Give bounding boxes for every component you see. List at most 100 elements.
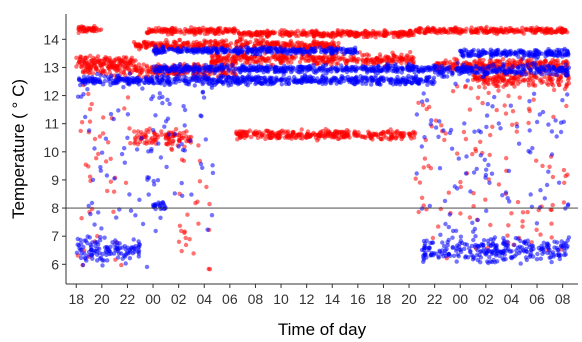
data-point — [494, 107, 499, 113]
data-point — [111, 189, 117, 194]
data-point — [108, 179, 114, 184]
data-point — [272, 30, 278, 35]
data-point — [207, 201, 212, 207]
data-point — [391, 34, 396, 40]
data-point — [488, 132, 493, 138]
data-point — [461, 54, 466, 59]
data-point — [122, 67, 127, 72]
data-point — [356, 130, 361, 135]
data-point — [105, 246, 111, 251]
data-point — [376, 64, 381, 69]
data-point — [88, 53, 93, 58]
data-point — [208, 39, 213, 44]
data-point — [247, 128, 252, 133]
data-point — [467, 107, 473, 112]
data-point — [128, 141, 133, 146]
data-point — [509, 211, 514, 216]
data-point — [477, 66, 482, 72]
data-point — [114, 56, 119, 61]
data-point — [519, 30, 525, 35]
data-point — [182, 74, 187, 79]
data-point — [380, 58, 385, 63]
data-point — [182, 144, 187, 149]
data-point — [97, 246, 102, 251]
data-point — [243, 60, 248, 65]
data-point — [348, 57, 354, 63]
data-point — [263, 31, 268, 36]
data-point — [294, 79, 299, 84]
data-point — [84, 59, 89, 64]
data-point — [511, 81, 516, 86]
data-point — [192, 32, 197, 37]
data-point — [443, 58, 448, 63]
data-point — [420, 102, 426, 108]
data-point — [430, 78, 436, 83]
data-point — [318, 66, 323, 72]
data-point — [127, 71, 132, 76]
data-point — [131, 39, 137, 45]
data-point — [111, 209, 116, 214]
data-point — [113, 245, 118, 251]
data-point — [422, 30, 427, 35]
data-point — [395, 34, 401, 40]
data-point — [482, 85, 487, 90]
data-point — [74, 55, 79, 60]
data-point — [213, 38, 218, 44]
data-point — [204, 184, 209, 190]
data-point — [103, 159, 109, 164]
data-point — [187, 237, 192, 242]
data-point — [547, 77, 552, 83]
data-point — [476, 53, 482, 59]
data-point — [308, 66, 313, 71]
data-point — [197, 67, 202, 73]
data-point — [167, 140, 173, 146]
data-point — [248, 80, 253, 85]
data-point — [195, 41, 200, 47]
data-point — [450, 89, 456, 94]
data-point — [465, 53, 470, 58]
data-point — [120, 256, 125, 261]
data-point — [90, 256, 95, 261]
data-point — [536, 27, 541, 32]
data-point — [387, 58, 392, 64]
data-point — [546, 48, 552, 54]
data-point — [285, 66, 291, 71]
data-point — [254, 52, 259, 57]
data-point — [563, 241, 569, 246]
data-point — [326, 67, 331, 72]
data-point — [426, 75, 432, 80]
data-point — [202, 39, 207, 45]
data-point — [171, 80, 176, 85]
data-point — [510, 122, 515, 128]
data-point — [377, 31, 382, 37]
data-point — [471, 237, 476, 243]
data-point — [276, 69, 281, 75]
data-point — [83, 70, 88, 75]
data-point — [177, 37, 182, 43]
data-point — [245, 41, 251, 46]
data-point — [268, 41, 273, 46]
data-point — [468, 29, 474, 34]
data-point — [355, 58, 360, 63]
data-point — [268, 130, 273, 136]
data-point — [302, 49, 308, 54]
data-point — [562, 86, 568, 92]
data-point — [179, 157, 185, 162]
data-point — [230, 62, 235, 68]
data-point — [320, 74, 325, 80]
data-point — [290, 65, 296, 70]
data-point — [274, 65, 279, 70]
data-point — [417, 180, 423, 185]
data-point — [513, 69, 518, 75]
data-point — [76, 30, 81, 35]
data-point — [550, 202, 555, 208]
data-point — [467, 215, 473, 220]
data-point — [550, 174, 556, 180]
data-point — [558, 75, 563, 80]
data-point — [410, 75, 415, 81]
data-point — [237, 49, 242, 54]
data-point — [155, 134, 161, 140]
data-point — [375, 81, 380, 86]
data-point — [473, 70, 478, 75]
data-point — [426, 163, 431, 169]
